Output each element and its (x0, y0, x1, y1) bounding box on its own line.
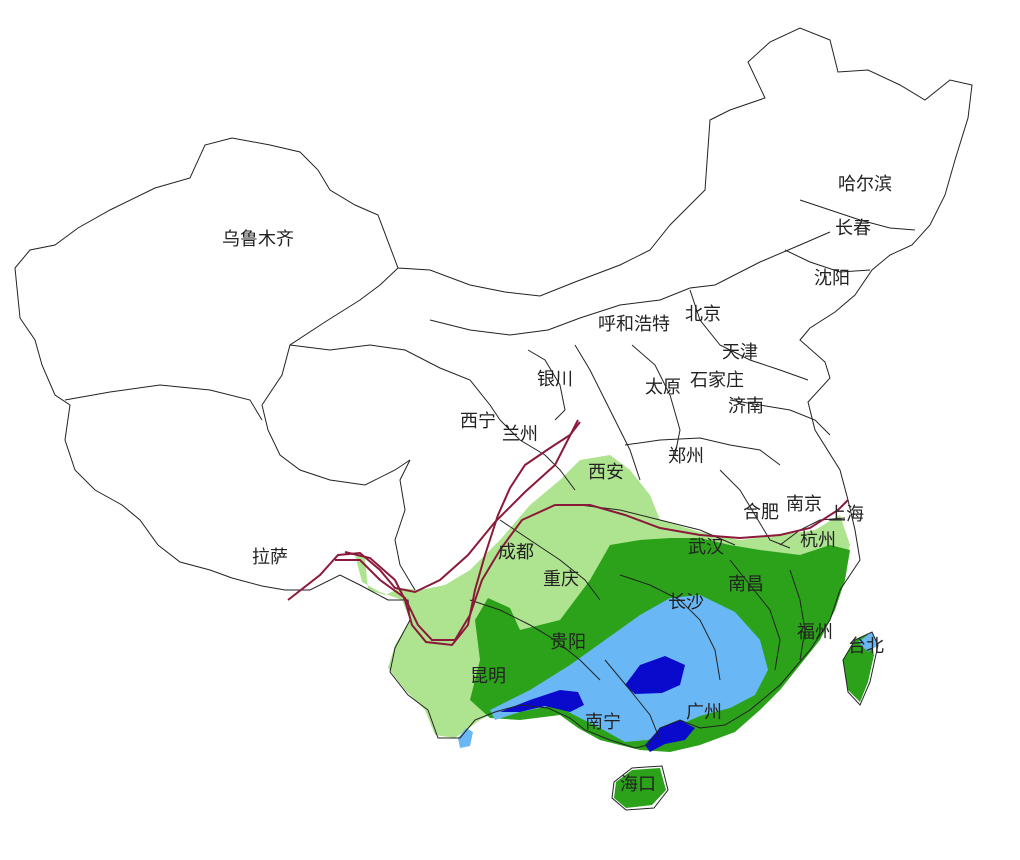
boundary-henan (624, 437, 781, 466)
boundary-shanxi-east (631, 344, 681, 456)
boundary-xinjiang-gansu (261, 267, 399, 406)
city-label-chengdu: 成都 (498, 542, 534, 563)
city-label-wuhan: 武汉 (688, 537, 724, 558)
hainan-outline (611, 765, 669, 811)
city-label-guiyang: 贵阳 (550, 632, 586, 653)
city-label-hangzhou: 杭州 (800, 530, 836, 551)
boundary-tibet-qinghai (261, 404, 411, 486)
city-label-jinan: 济南 (728, 396, 764, 417)
city-label-urumqi: 乌鲁木齐 (222, 229, 294, 250)
city-label-beijing: 北京 (685, 304, 721, 325)
city-label-kunming: 昆明 (470, 666, 506, 687)
city-label-xian: 西安 (588, 462, 624, 483)
boundary-anhui-jiangsu (719, 469, 791, 549)
city-label-harbin: 哈尔滨 (838, 174, 892, 195)
boundary-jilin-liaoning (784, 249, 871, 273)
boundary-xinjiang-tibet (64, 384, 263, 421)
rain-zone-moderate-taiwan (843, 634, 874, 702)
boundary-fujian (789, 569, 806, 661)
boundary-zhejiang (779, 517, 846, 546)
boundary-ningxia (527, 349, 566, 421)
front-lines (287, 419, 849, 647)
city-label-chongqing: 重庆 (543, 569, 579, 590)
city-label-yinchuan: 银川 (537, 369, 573, 390)
city-label-zhengzhou: 郑州 (668, 446, 704, 467)
city-label-lanzhou: 兰州 (502, 424, 538, 445)
taiwan-outline (842, 631, 879, 706)
front-line-middle (335, 499, 849, 641)
rain-zone-moderate-hainan (614, 768, 666, 808)
boundary-jiangxi (729, 559, 781, 671)
city-label-changsha: 长沙 (668, 592, 704, 613)
boundary-tibet-sichuan (394, 459, 416, 591)
city-label-nanning: 南宁 (585, 712, 621, 733)
city-labels: 乌鲁木齐 哈尔滨 长春 沈阳 呼和浩特 北京 天津 银川 太原 石家庄 济南 西… (222, 174, 892, 795)
rain-zone-heavy-southwest (458, 728, 473, 748)
city-label-nanchang: 南昌 (728, 574, 764, 595)
boundary-heilongjiang-jilin (799, 199, 916, 231)
city-label-taiyuan: 太原 (645, 377, 681, 398)
city-label-taibei: 台北 (848, 636, 884, 657)
boundary-guangxi-guangdong (604, 659, 661, 741)
boundary-inner-mongolia-south (429, 231, 831, 336)
rain-zone-heavy-taiwan (858, 632, 878, 652)
boundary-hebei (689, 289, 809, 381)
boundary-sichuan-chongqing (499, 519, 601, 601)
boundary-yunnan-guizhou (469, 599, 601, 681)
front-line-north (287, 419, 579, 601)
city-label-shijiazhuang: 石家庄 (690, 370, 744, 391)
china-outline (14, 27, 973, 749)
city-label-tianjin: 天津 (722, 342, 758, 363)
city-label-shenyang: 沈阳 (814, 268, 850, 289)
city-label-xining: 西宁 (460, 411, 496, 432)
boundary-lines (14, 27, 973, 811)
city-label-changchun: 长春 (835, 218, 871, 239)
rain-zone-storm-guangxi (500, 690, 584, 712)
city-label-hefei: 合肥 (743, 502, 779, 523)
city-label-nanjing: 南京 (786, 494, 822, 515)
rain-zone-storm-guangdong (645, 720, 695, 752)
city-label-guangzhou: 广州 (686, 702, 722, 723)
city-label-shanghai: 上海 (828, 504, 864, 525)
rain-zone-storm-center (625, 656, 685, 694)
city-label-hohhot: 呼和浩特 (598, 314, 670, 335)
city-label-lhasa: 拉萨 (252, 547, 288, 568)
boundary-hunan (619, 574, 721, 681)
boundary-qinghai-gansu (289, 344, 501, 421)
front-line-south (344, 421, 581, 647)
boundary-gansu-east (499, 419, 576, 491)
boundary-shaanxi-east (574, 344, 641, 481)
boundary-shandong (729, 399, 831, 436)
city-label-fuzhou: 福州 (797, 622, 833, 643)
city-label-haikou: 海口 (620, 774, 656, 795)
